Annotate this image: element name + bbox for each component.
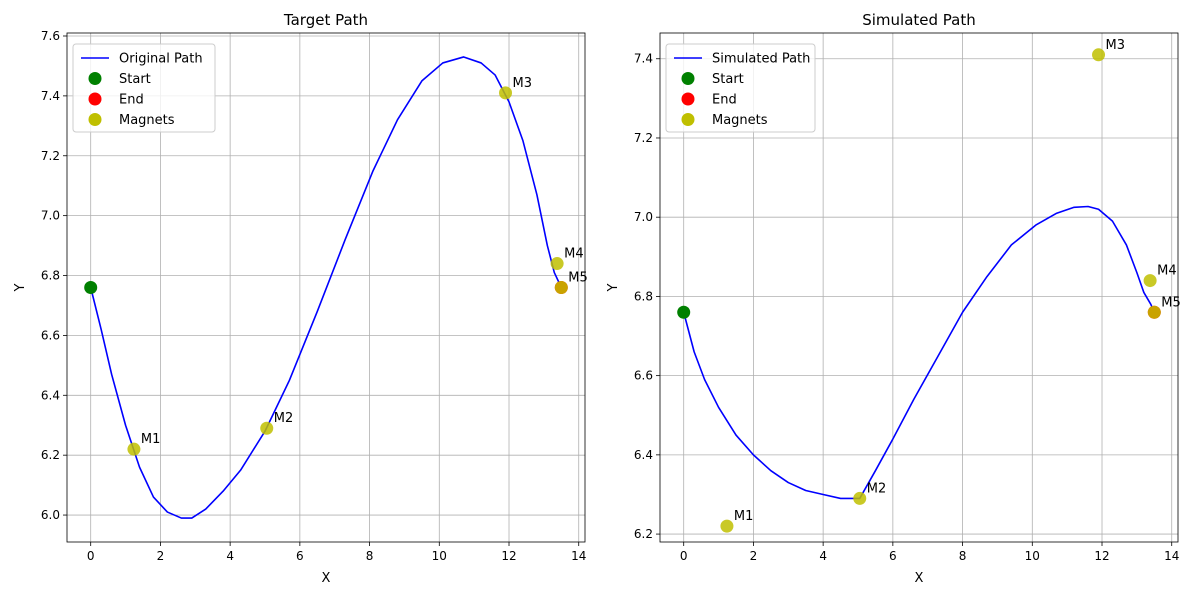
y-tick-label: 6.4 [41,388,60,402]
y-tick-label: 7.2 [41,149,60,163]
x-tick-label: 12 [1094,549,1109,563]
magnet-point [554,281,568,294]
magnet-point [853,491,867,505]
axes-frame [659,32,1179,543]
legend-entry-end: End [712,93,737,108]
magnet-label: M5 [1161,295,1181,310]
x-tick-label: 10 [432,549,447,563]
legend: Original Path Start End Magnets [72,43,216,133]
legend-entry-magnets: Magnets [712,113,768,128]
y-tick-label: 6.2 [634,527,653,541]
x-tick-label: 4 [226,549,234,563]
y-axis-label: Y [606,283,621,292]
magnet-label: M2 [867,481,887,496]
y-tick-label: 6.6 [41,328,60,342]
path-line [89,56,563,519]
legend-dot-swatch [88,92,102,106]
legend-entry-start: Start [119,72,151,87]
axes-frame [66,32,586,543]
y-tick-label: 6.2 [41,448,60,462]
x-axis-label: X [322,571,331,586]
legend-dot-swatch [88,113,102,126]
magnet-label: M4 [564,247,584,262]
legend-entry-path: Original Path [119,52,203,67]
y-tick-label: 7.2 [634,131,653,145]
legend-box [665,43,816,133]
x-tick-label: 6 [296,549,304,563]
x-tick-label: 2 [750,549,758,563]
magnet-label: M5 [568,271,588,286]
legend-entry-end: End [119,93,144,108]
legend-entry-path: Simulated Path [712,52,810,67]
x-tick-label: 8 [366,549,374,563]
magnet-label: M4 [1157,264,1177,279]
magnet-point [720,519,734,533]
chart-panel-2: 0 2 4 6 8 10 12 14 6.2 6.4 6.6 6.8 7.0 7.2 7.4 M1 M2 M3 M4… [606,11,1181,586]
magnet-label: M3 [513,76,533,91]
magnet-point [1143,274,1157,288]
y-tick-label: 6.6 [634,369,653,383]
path-line [682,205,1156,500]
start-point [677,305,691,319]
magnet-point [499,86,513,100]
chart-panel-1: 0 2 4 6 8 10 12 14 6.0 6.2 6.4 6.6 6.8 7.0 7.2 7.4 7.6 M1… [13,11,588,586]
y-tick-label: 7.4 [634,52,653,66]
chart-title: Target Path [283,11,368,29]
y-tick-label: 7.0 [41,209,60,223]
x-tick-label: 6 [889,549,897,563]
y-tick-label: 6.4 [634,448,653,462]
x-tick-label: 12 [501,549,516,563]
legend-dot-swatch [681,72,695,85]
x-tick-label: 0 [680,549,688,563]
y-tick-label: 6.8 [41,269,60,283]
x-tick-label: 14 [1164,549,1179,563]
magnet-point [127,442,141,456]
magnet-label: M1 [141,432,161,447]
legend-dot-swatch [681,92,695,106]
magnet-point [550,257,564,271]
legend-entry-start: Start [712,72,744,87]
start-point [84,281,98,294]
x-tick-label: 14 [571,549,586,563]
legend-entry-magnets: Magnets [119,113,175,128]
y-tick-label: 7.6 [41,29,60,43]
x-axis-label: X [915,571,924,586]
magnet-point [1092,48,1106,62]
y-tick-label: 7.4 [41,89,60,103]
x-tick-label: 4 [819,549,827,563]
magnet-label: M3 [1106,38,1126,53]
x-tick-label: 2 [157,549,165,563]
x-tick-label: 8 [959,549,967,563]
magnet-label: M2 [274,411,294,426]
y-tick-label: 6.0 [41,508,60,522]
magnet-point [260,421,274,435]
legend: Simulated Path Start End Magnets [665,43,816,133]
legend-dot-swatch [681,113,695,126]
magnet-label: M1 [734,509,754,524]
legend-dot-swatch [88,72,102,85]
y-tick-label: 6.8 [634,289,653,303]
magnet-point [1147,305,1161,319]
y-tick-label: 7.0 [634,210,653,224]
x-tick-label: 0 [87,549,95,563]
chart-title: Simulated Path [862,11,976,29]
y-axis-label: Y [13,283,28,292]
legend-box [72,43,216,133]
x-tick-label: 10 [1025,549,1040,563]
